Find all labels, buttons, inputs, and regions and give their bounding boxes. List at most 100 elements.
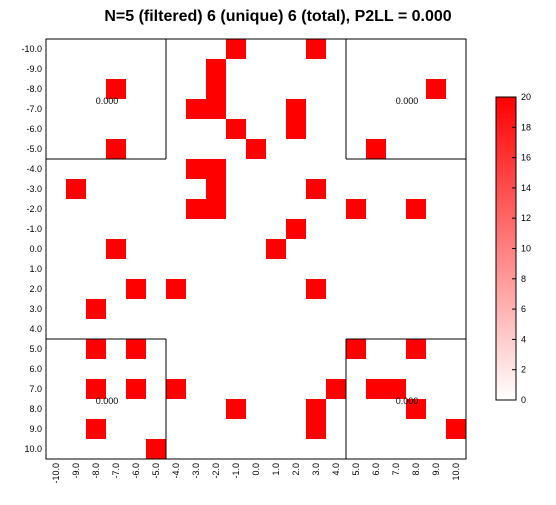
- y-tick-label: 3.0: [29, 304, 42, 314]
- heatmap-cell: [406, 399, 426, 419]
- x-tick-label: -2.0: [211, 463, 221, 479]
- heatmap-cell: [206, 179, 226, 199]
- heatmap-cell: [146, 439, 166, 459]
- heatmap-cell: [166, 279, 186, 299]
- heatmap-cell: [206, 79, 226, 99]
- colorbar-tick-label: 2: [521, 365, 526, 375]
- x-tick-label: 5.0: [351, 463, 361, 476]
- y-tick-label: 9.0: [29, 424, 42, 434]
- heatmap-cell: [106, 239, 126, 259]
- heatmap-cell: [286, 119, 306, 139]
- y-tick-label: 7.0: [29, 384, 42, 394]
- heatmap-cell: [206, 199, 226, 219]
- x-tick-label: 10.0: [451, 463, 461, 481]
- colorbar-tick-label: 8: [521, 274, 526, 284]
- x-tick-label: -3.0: [191, 463, 201, 479]
- heatmap-cell: [186, 159, 206, 179]
- colorbar-tick-label: 14: [521, 183, 531, 193]
- x-tick-label: 6.0: [371, 463, 381, 476]
- heatmap-cell: [306, 39, 326, 59]
- x-tick-label: -4.0: [171, 463, 181, 479]
- heatmap-cell: [86, 419, 106, 439]
- heatmap-cell: [286, 219, 306, 239]
- y-tick-label: -3.0: [26, 184, 42, 194]
- heatmap-cell: [186, 199, 206, 219]
- heatmap-cell: [266, 239, 286, 259]
- heatmap-cell: [86, 299, 106, 319]
- heatmap-cell: [106, 79, 126, 99]
- heatmap-cell: [366, 139, 386, 159]
- y-tick-label: 0.0: [29, 244, 42, 254]
- heatmap-cell: [306, 399, 326, 419]
- x-tick-label: 1.0: [271, 463, 281, 476]
- x-tick-label: -6.0: [131, 463, 141, 479]
- quadrant-label: 0.000: [396, 96, 419, 106]
- y-tick-label: 2.0: [29, 284, 42, 294]
- heatmap-cell: [426, 79, 446, 99]
- heatmap-cell: [226, 119, 246, 139]
- y-tick-label: -1.0: [26, 224, 42, 234]
- x-tick-label: 4.0: [331, 463, 341, 476]
- x-tick-label: 9.0: [431, 463, 441, 476]
- heatmap-cell: [246, 139, 266, 159]
- colorbar-tick-label: 16: [521, 153, 531, 163]
- x-tick-label: 3.0: [311, 463, 321, 476]
- heatmap-cell: [206, 159, 226, 179]
- colorbar-tick-label: 18: [521, 122, 531, 132]
- quadrant-label: 0.000: [96, 96, 119, 106]
- y-tick-label: -8.0: [26, 84, 42, 94]
- y-tick-label: -7.0: [26, 104, 42, 114]
- heatmap-cell: [126, 279, 146, 299]
- y-tick-label: -6.0: [26, 124, 42, 134]
- heatmap-cell: [386, 379, 406, 399]
- colorbar-tick-label: 20: [521, 92, 531, 102]
- heatmap-cell: [226, 39, 246, 59]
- x-tick-label: -5.0: [151, 463, 161, 479]
- x-tick-label: 8.0: [411, 463, 421, 476]
- heatmap-cell: [226, 399, 246, 419]
- x-tick-label: -7.0: [111, 463, 121, 479]
- heatmap-cell: [286, 99, 306, 119]
- y-tick-label: 8.0: [29, 404, 42, 414]
- y-tick-label: -4.0: [26, 164, 42, 174]
- y-tick-label: 10.0: [24, 444, 42, 454]
- colorbar-tick-label: 10: [521, 244, 531, 254]
- y-tick-label: 1.0: [29, 264, 42, 274]
- heatmap-cell: [306, 419, 326, 439]
- heatmap-cell: [106, 139, 126, 159]
- x-tick-label: -10.0: [51, 463, 61, 484]
- heatmap-cell: [206, 99, 226, 119]
- y-tick-label: -9.0: [26, 64, 42, 74]
- y-tick-label: 5.0: [29, 344, 42, 354]
- y-tick-label: -2.0: [26, 204, 42, 214]
- x-tick-label: -9.0: [71, 463, 81, 479]
- colorbar-tick-label: 0: [521, 395, 526, 405]
- heatmap-cell: [406, 339, 426, 359]
- heatmap-cell: [366, 379, 386, 399]
- quadrant-label: 0.000: [396, 396, 419, 406]
- heatmap-cell: [446, 419, 466, 439]
- heatmap-cell: [306, 279, 326, 299]
- colorbar-tick-label: 12: [521, 213, 531, 223]
- y-tick-label: -10.0: [21, 44, 42, 54]
- heatmap-cell: [206, 59, 226, 79]
- colorbar-tick-label: 6: [521, 304, 526, 314]
- heatmap-cell: [166, 379, 186, 399]
- colorbar-tick-label: 4: [521, 334, 526, 344]
- heatmap-cell: [86, 379, 106, 399]
- x-tick-label: 0.0: [251, 463, 261, 476]
- y-tick-label: 6.0: [29, 364, 42, 374]
- x-tick-label: 2.0: [291, 463, 301, 476]
- x-tick-label: -1.0: [231, 463, 241, 479]
- heatmap-cell: [126, 339, 146, 359]
- heatmap-cell: [326, 379, 346, 399]
- quadrant-label: 0.000: [96, 396, 119, 406]
- heatmap-cell: [406, 199, 426, 219]
- heatmap-cell: [126, 379, 146, 399]
- heatmap-cell: [306, 179, 326, 199]
- heatmap-cell: [86, 339, 106, 359]
- chart-title: N=5 (filtered) 6 (unique) 6 (total), P2L…: [104, 8, 452, 25]
- heatmap-cell: [186, 99, 206, 119]
- plot-frame: [45, 38, 467, 460]
